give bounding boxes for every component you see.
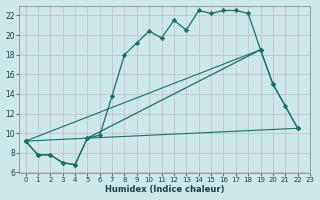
X-axis label: Humidex (Indice chaleur): Humidex (Indice chaleur) bbox=[105, 185, 224, 194]
